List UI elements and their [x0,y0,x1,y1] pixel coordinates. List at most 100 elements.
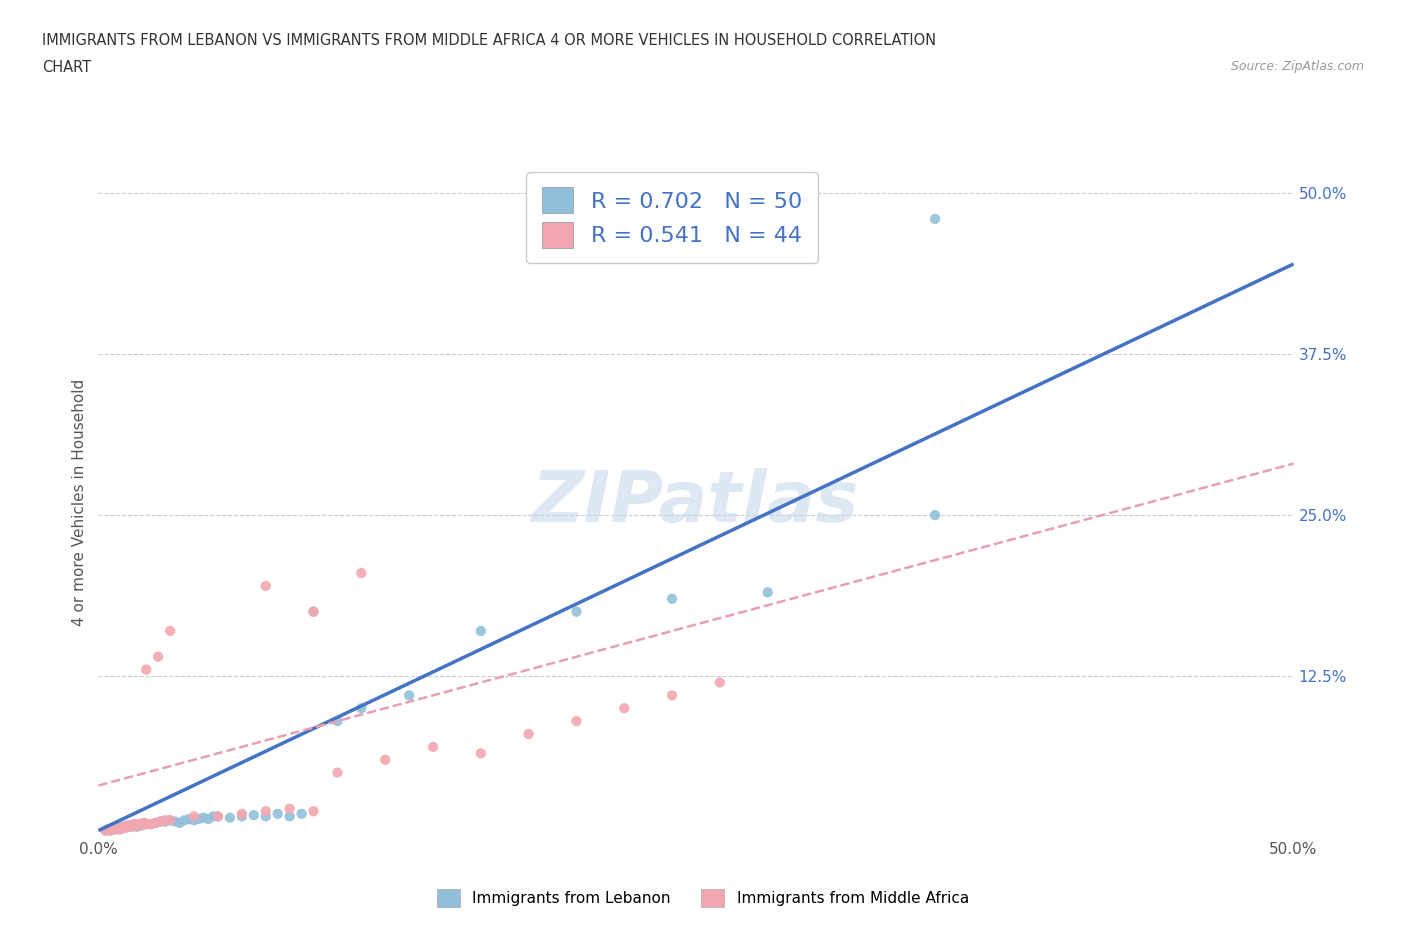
Point [267,806,290,821]
Point [132,816,155,830]
Point [661,591,683,606]
Point [187,812,209,827]
Point [128,817,150,831]
Point [115,818,138,833]
Point [243,807,266,822]
Point [94,823,117,838]
Point [132,816,155,830]
Point [179,812,201,827]
Point [231,809,253,824]
Point [350,701,373,716]
Point [254,804,277,818]
Point [661,688,683,703]
Point [924,508,946,523]
Point [108,822,131,837]
Point [278,809,301,824]
Point [111,819,134,834]
Point [924,211,946,226]
Point [125,818,148,833]
Point [278,802,301,817]
Point [374,752,396,767]
Point [128,817,150,831]
Point [125,819,148,834]
Point [97,822,120,837]
Point [118,819,141,834]
Point [155,813,177,828]
Point [173,813,195,828]
Point [101,820,124,835]
Point [207,809,229,824]
Point [148,649,170,664]
Legend: R = 0.702   N = 50, R = 0.541   N = 44: R = 0.702 N = 50, R = 0.541 N = 44 [526,172,818,263]
Point [121,819,143,834]
Point [155,814,177,829]
Point [149,814,172,829]
Point [97,822,120,837]
Point [197,812,219,827]
Point [202,809,225,824]
Point [254,809,277,824]
Point [124,817,146,831]
Point [517,726,540,741]
Point [183,809,205,824]
Point [104,822,127,837]
Point [183,813,205,828]
Point [326,765,349,780]
Point [135,817,157,831]
Point [104,822,127,837]
Point [135,662,157,677]
Point [159,813,181,828]
Point [422,739,444,754]
Point [107,820,129,835]
Point [470,623,492,638]
Point [231,806,253,821]
Point [121,818,143,833]
Y-axis label: 4 or more Vehicles in Household: 4 or more Vehicles in Household [72,379,87,626]
Point [326,713,349,728]
Point [302,804,325,818]
Point [135,817,157,831]
Point [159,813,181,828]
Point [193,810,215,825]
Point [118,818,141,833]
Point [139,817,162,831]
Point [111,819,134,834]
Point [565,604,588,619]
Point [131,818,153,833]
Point [115,819,138,834]
Point [291,806,314,821]
Point [470,746,492,761]
Text: ZIPatlas: ZIPatlas [533,468,859,537]
Point [302,604,325,619]
Point [565,713,588,728]
Point [108,822,131,837]
Point [756,585,779,600]
Point [98,823,122,838]
Point [114,820,136,835]
Point [98,823,122,838]
Point [350,565,373,580]
Legend: Immigrants from Lebanon, Immigrants from Middle Africa: Immigrants from Lebanon, Immigrants from… [432,884,974,913]
Text: Source: ZipAtlas.com: Source: ZipAtlas.com [1230,60,1364,73]
Text: IMMIGRANTS FROM LEBANON VS IMMIGRANTS FROM MIDDLE AFRICA 4 OR MORE VEHICLES IN H: IMMIGRANTS FROM LEBANON VS IMMIGRANTS FR… [42,33,936,47]
Point [139,817,162,831]
Point [94,823,117,838]
Point [107,820,129,835]
Point [149,814,172,829]
Point [131,818,153,833]
Point [169,816,191,830]
Point [101,820,124,835]
Point [163,814,186,829]
Point [613,701,636,716]
Point [207,809,229,824]
Point [302,604,325,619]
Point [145,816,167,830]
Point [159,623,181,638]
Point [709,675,731,690]
Point [219,810,242,825]
Point [114,820,136,835]
Point [254,578,277,593]
Point [124,817,146,831]
Text: CHART: CHART [42,60,91,75]
Point [398,688,420,703]
